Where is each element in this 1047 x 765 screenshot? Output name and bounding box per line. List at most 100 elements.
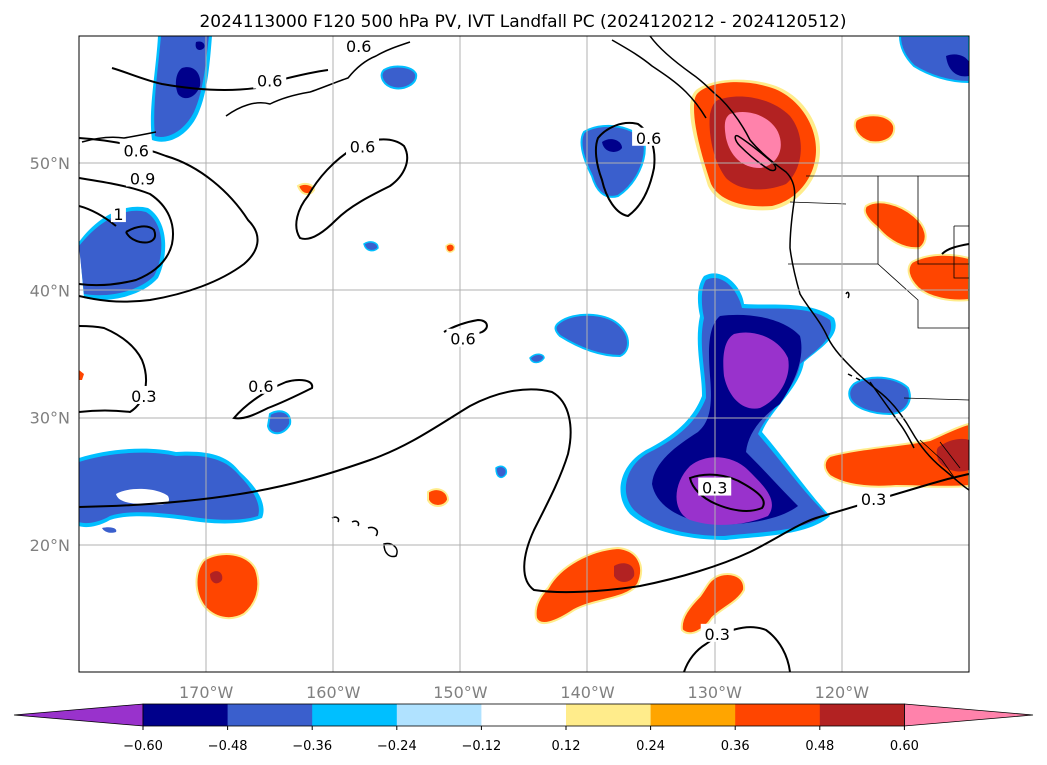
- contour-label: 0.3: [861, 490, 886, 509]
- contour-label-bg: [632, 127, 666, 146]
- lat-tick-label: 30°N: [30, 409, 70, 428]
- colorbar: −0.60 −0.48 −0.36 −0.24 −0.12 0.12 0.24 0.36 0.4…: [13, 703, 1034, 754]
- alaska-panhandle: [611, 39, 707, 119]
- colorbar-tick-label: 0.36: [721, 739, 750, 754]
- small-box-border: [953, 225, 969, 279]
- colorbar-segment: [819, 704, 905, 726]
- contour-label-bg: [342, 36, 376, 55]
- positive-128w-15n: [680, 573, 746, 635]
- lon-tick-label: 170°W: [179, 683, 234, 702]
- contour-label-bg: [127, 385, 161, 404]
- negative-ne-corner: [898, 36, 969, 84]
- lon-tick-label: 120°W: [815, 683, 870, 702]
- lat-tick-labels: 20°N 30°N 40°N 50°N: [30, 154, 70, 555]
- map-frame: [78, 35, 970, 673]
- utah-border: [917, 176, 969, 265]
- mexico-border: [903, 397, 969, 401]
- colorbar-segment: [143, 704, 229, 726]
- positive-idaho: [853, 114, 896, 144]
- pv-contours: [79, 67, 969, 672]
- map-panel: 0.6 0.9 1 0.6 0.6 0.6 0.6 0.6 0.6 0.3 0.3 0.3 0.3: [79, 36, 969, 672]
- contour-label: 0.3: [705, 625, 730, 644]
- colorbar-tick-label: −0.48: [208, 739, 248, 754]
- lon-tick-label: 160°W: [306, 683, 361, 702]
- aleutian-negative-core: [175, 41, 205, 99]
- east-pacific-negative-3: [676, 332, 789, 525]
- positive-wyoming: [863, 201, 927, 250]
- vancouver-island: [734, 134, 777, 172]
- contour-label-bg: [119, 140, 153, 159]
- contour-0.3-main: [79, 388, 969, 594]
- contour-label: 1: [113, 205, 123, 224]
- channel-islands: [845, 291, 861, 381]
- contour-label-bg: [126, 168, 160, 187]
- contour-label: 0.6: [350, 138, 375, 157]
- contour-0.3-east-pacific: [688, 473, 765, 512]
- contour-label-bg: [253, 70, 287, 89]
- positive-168w-17n-core: [210, 571, 223, 584]
- negative-165w-30n: [266, 410, 292, 435]
- contour-label-bg: [698, 477, 732, 496]
- negative-near-hawaii: [495, 465, 508, 479]
- positive-151w-46n: [445, 243, 456, 253]
- hawaii-islands: [331, 516, 398, 558]
- colorbar-extend-min: [13, 703, 144, 727]
- washington-oregon-border: [789, 201, 847, 205]
- colorbar-segment: [227, 704, 313, 726]
- colorbar-segment: [312, 704, 398, 726]
- contour-label-bg: [700, 623, 734, 642]
- colorbar-tick-label: −0.24: [377, 739, 417, 754]
- pnw-positive-core: [724, 112, 781, 168]
- contour-label: 0.3: [131, 387, 156, 406]
- contour-label-bg: [244, 375, 278, 394]
- contour-label: 0.6: [450, 330, 475, 349]
- contour-0.3-west: [79, 325, 147, 414]
- contour-0.3-south: [683, 626, 791, 672]
- mexico-states: [919, 439, 961, 481]
- negative-sw-small: [102, 527, 117, 533]
- colorbar-tick-label: −0.60: [123, 739, 163, 754]
- colorbar-frame: [142, 703, 905, 727]
- contour-label: 0.6: [346, 37, 371, 56]
- north-america-coast: [649, 36, 969, 491]
- colorbar-extend-max: [904, 703, 1034, 727]
- positive-south-hawaii-core: [614, 563, 635, 582]
- positive-mexico-band: [823, 422, 969, 488]
- contour-label: 0.6: [248, 377, 273, 396]
- colorbar-tick-label: 0.60: [890, 739, 919, 754]
- contour-0.6-west: [79, 137, 259, 303]
- lon-tick-label: 130°W: [688, 683, 743, 702]
- colorbar-segment: [650, 704, 736, 726]
- lon-tick-label: 140°W: [560, 683, 615, 702]
- positive-west-edge-33n: [79, 370, 84, 380]
- negative-146w-35n: [529, 353, 545, 364]
- colorbar-tick-label: 0.48: [805, 739, 834, 754]
- colorbar-tick-label: −0.36: [292, 739, 332, 754]
- contour-label-bg: [446, 328, 480, 347]
- contour-label: 0.6: [123, 141, 148, 160]
- colorbar-segment: [735, 704, 821, 726]
- negative-145w-37n: [554, 313, 629, 358]
- colorbar-segment: [481, 704, 567, 726]
- colorbar-tick-label: 0.24: [636, 739, 665, 754]
- colorbar-segment: [566, 704, 652, 726]
- contour-label: 0.6: [636, 129, 661, 148]
- lat-tick-label: 50°N: [30, 154, 70, 173]
- contour-1-west: [79, 205, 156, 244]
- positive-168w-17n: [195, 553, 260, 620]
- negative-ne-corner-core: [946, 54, 969, 77]
- contour-colorado: [941, 243, 969, 255]
- contour-0.9-west: [79, 177, 174, 287]
- positive-151w-23n: [427, 488, 450, 507]
- negative-160w-46n: [363, 241, 379, 252]
- coastlines: [81, 36, 969, 558]
- contour-label: 0.3: [702, 479, 727, 498]
- contour-label: 0.9: [130, 169, 155, 188]
- lat-tick-label: 40°N: [30, 281, 70, 300]
- small-negative-gulf: [380, 65, 418, 90]
- contour-label-bg: [110, 204, 126, 223]
- lat-tick-label: 20°N: [30, 536, 70, 555]
- nevada-border: [877, 176, 969, 329]
- figure-title: 2024113000 F120 500 hPa PV, IVT Landfall…: [199, 12, 846, 32]
